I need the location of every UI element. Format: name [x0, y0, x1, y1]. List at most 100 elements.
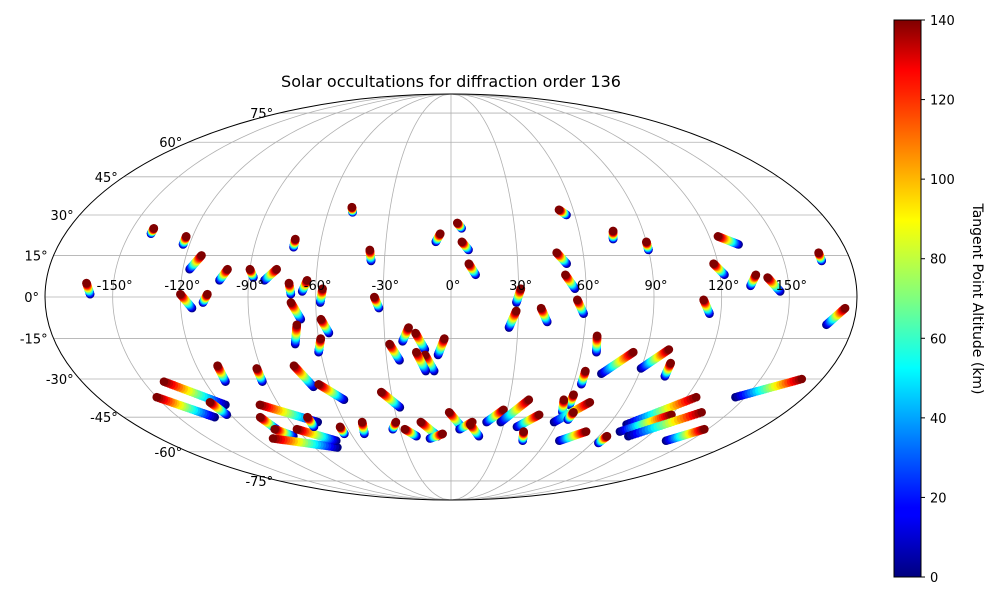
track-point — [763, 273, 772, 282]
occultation-track — [315, 284, 327, 307]
occultation-track — [411, 328, 430, 354]
lon-tick-label: -30° — [371, 279, 399, 294]
occultation-track — [252, 364, 267, 386]
occultation-track — [347, 202, 357, 217]
lon-tick-label: 30° — [509, 279, 532, 294]
lat-tick-label: 60° — [159, 136, 182, 151]
track-point — [797, 374, 807, 384]
latitude-tick-labels: -75° -60° -45° -30° -15° 0° 15° 30° 45° 60° 75° — [20, 107, 273, 490]
occultation-track — [314, 379, 349, 405]
track-point — [302, 276, 312, 285]
track-point — [691, 392, 701, 402]
track-point — [292, 320, 302, 330]
track-point — [255, 400, 265, 410]
track-point — [318, 284, 327, 293]
occultation-track — [215, 264, 232, 285]
track-point — [416, 417, 426, 427]
occultation-track — [642, 237, 653, 255]
meridian-line — [450, 93, 655, 501]
occultation-track — [289, 361, 318, 392]
occultation-track — [457, 237, 473, 255]
occultation-track — [357, 417, 369, 439]
occultation-track — [185, 251, 206, 274]
occultation-track — [365, 245, 376, 266]
lon-tick-label: 120° — [708, 279, 739, 294]
occultation-track — [577, 366, 590, 389]
occultation-track — [205, 397, 232, 420]
track-point — [152, 392, 162, 402]
occultation-track — [431, 229, 445, 247]
lat-tick-label: 75° — [250, 107, 273, 122]
track-point — [438, 429, 447, 439]
track-point — [569, 390, 578, 399]
occultation-track — [260, 264, 282, 285]
longitude-tick-labels: -150° -120° -90° -60° -30° 0° 30° 60° 90° 120° 150… — [97, 279, 807, 294]
track-point — [391, 417, 401, 427]
track-point — [534, 410, 544, 420]
track-point — [814, 248, 823, 257]
occultation-track — [314, 334, 326, 357]
track-point — [499, 405, 508, 415]
track-point — [314, 379, 323, 389]
track-point — [561, 270, 570, 280]
lon-tick-label: -90° — [236, 279, 264, 294]
occultation-track — [303, 412, 319, 432]
track-point — [516, 284, 526, 293]
occultation-track — [518, 427, 528, 446]
track-point — [303, 412, 312, 422]
occultation-track — [512, 284, 526, 307]
lat-tick-label: 0° — [24, 291, 39, 306]
occultation-track — [198, 289, 212, 307]
track-point — [435, 229, 445, 238]
track-point — [464, 259, 474, 269]
track-point — [569, 407, 578, 417]
track-point — [255, 412, 265, 422]
track-point — [284, 278, 294, 288]
track-point — [400, 424, 410, 434]
occultation-track — [398, 323, 413, 346]
colorbar-tick-label: 0 — [930, 571, 938, 586]
lat-tick-label: -30° — [46, 373, 74, 388]
occultation-track — [388, 417, 401, 434]
occultation-track — [245, 264, 258, 282]
occultation-track — [549, 397, 595, 427]
occultation-track — [385, 339, 404, 365]
occultation-track — [592, 331, 602, 357]
occultation-track — [565, 390, 578, 410]
track-point — [245, 264, 255, 274]
lon-tick-label: -60° — [304, 279, 332, 294]
track-point — [316, 314, 326, 324]
occultation-track — [268, 434, 342, 452]
occultation-track — [82, 278, 95, 299]
occultation-track — [425, 429, 447, 443]
track-point — [608, 226, 618, 236]
lon-tick-label: 90° — [644, 279, 667, 294]
occultation-track — [746, 270, 761, 291]
occultation-track — [561, 270, 580, 293]
occultation-track — [554, 205, 571, 220]
occultation-track — [433, 334, 449, 360]
lat-tick-label: -60° — [155, 446, 183, 461]
track-point — [552, 248, 561, 257]
track-point — [664, 345, 674, 354]
occultation-track — [699, 295, 714, 318]
colorbar-tick-label: 60 — [930, 332, 947, 347]
meridian-line — [450, 93, 790, 501]
colorbar-tick-label: 140 — [930, 14, 955, 29]
colorbar-tick-label: 40 — [930, 412, 947, 427]
meridian-line — [315, 93, 452, 501]
lat-tick-label: -75° — [245, 475, 273, 490]
occultation-track — [597, 347, 638, 379]
occultation-track — [709, 259, 729, 280]
track-point — [699, 295, 708, 305]
meridian-line — [247, 93, 452, 501]
occultation-track — [370, 292, 384, 313]
occultation-track — [284, 278, 296, 299]
track-point — [404, 323, 413, 332]
occultation-track — [594, 431, 612, 448]
track-point — [385, 339, 394, 349]
occultation-track — [563, 407, 578, 424]
occultation-track — [636, 345, 674, 373]
occultation-track — [466, 420, 484, 441]
chart-title: Solar occultations for diffraction order… — [281, 72, 621, 91]
